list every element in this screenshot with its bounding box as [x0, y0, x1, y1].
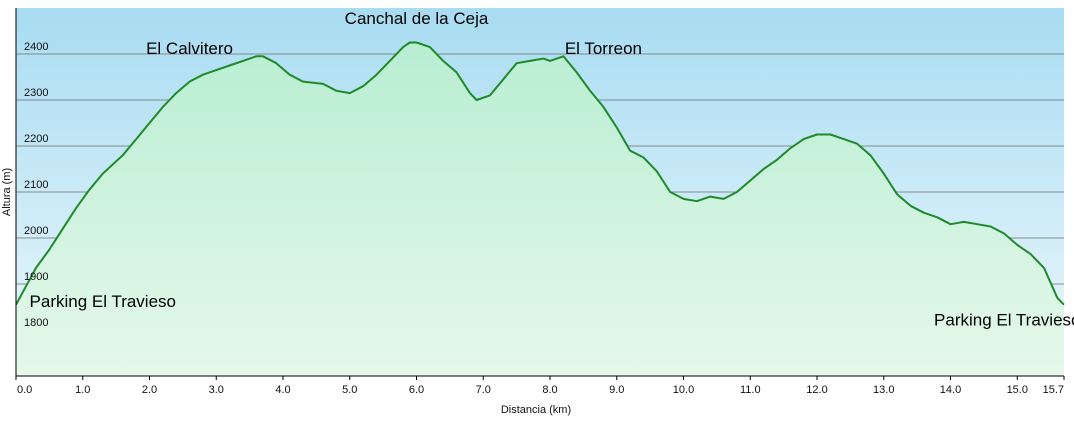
- y-tick-label: 2200: [24, 133, 48, 145]
- y-tick-label: 2400: [24, 41, 48, 53]
- x-axis-label: Distancia (km): [501, 404, 571, 416]
- annotation-label: Parking El Travieso: [934, 310, 1074, 329]
- annotation-label: Parking El Travieso: [30, 292, 176, 311]
- x-tick-label: 13.0: [873, 384, 894, 396]
- y-tick-label: 1800: [24, 317, 48, 329]
- y-tick-label: 2000: [24, 225, 48, 237]
- annotation-label: El Torreon: [565, 39, 642, 58]
- x-tick-label: 0.0: [17, 384, 32, 396]
- y-ticks: 1800 1900 2000 2100 2200 2300 2400: [24, 41, 48, 329]
- x-tick-label: 4.0: [275, 384, 290, 396]
- x-tick-label: 6.0: [409, 384, 424, 396]
- x-ticks: 0.0 1.0 2.0 3.0 4.0 5.0 6.0 7.0 8.0 9.0 10.0 11.0 12…: [15, 376, 1065, 396]
- x-tick-label: 8.0: [542, 384, 557, 396]
- peak-annotations: El Calvitero Canchal de la Ceja El Torreon…: [30, 9, 1074, 329]
- y-tick-label: 2100: [24, 179, 48, 191]
- x-tick-label: 3.0: [209, 384, 224, 396]
- y-tick-label: 2300: [24, 87, 48, 99]
- x-tick-label: 14.0: [940, 384, 961, 396]
- x-tick-label: 2.0: [142, 384, 157, 396]
- elevation-line: [15, 41, 1065, 306]
- x-tick-label: 9.0: [609, 384, 624, 396]
- y-axis-label: Altura (m): [1, 168, 13, 216]
- elevation-area: [16, 42, 1064, 376]
- x-tick-label: 12.0: [806, 384, 827, 396]
- x-tick-label: 11.0: [740, 384, 761, 396]
- x-tick-label: 5.0: [342, 384, 357, 396]
- x-tick-label: 15.0: [1007, 384, 1028, 396]
- x-tick-label: 10.0: [673, 384, 694, 396]
- y-tick-label: 1900: [24, 271, 48, 283]
- x-tick-label: 7.0: [476, 384, 491, 396]
- annotation-label: El Calvitero: [146, 39, 233, 58]
- annotation-label: Canchal de la Ceja: [345, 9, 489, 28]
- x-tick-label: 15.7: [1043, 384, 1064, 396]
- x-tick-label: 1.0: [75, 384, 90, 396]
